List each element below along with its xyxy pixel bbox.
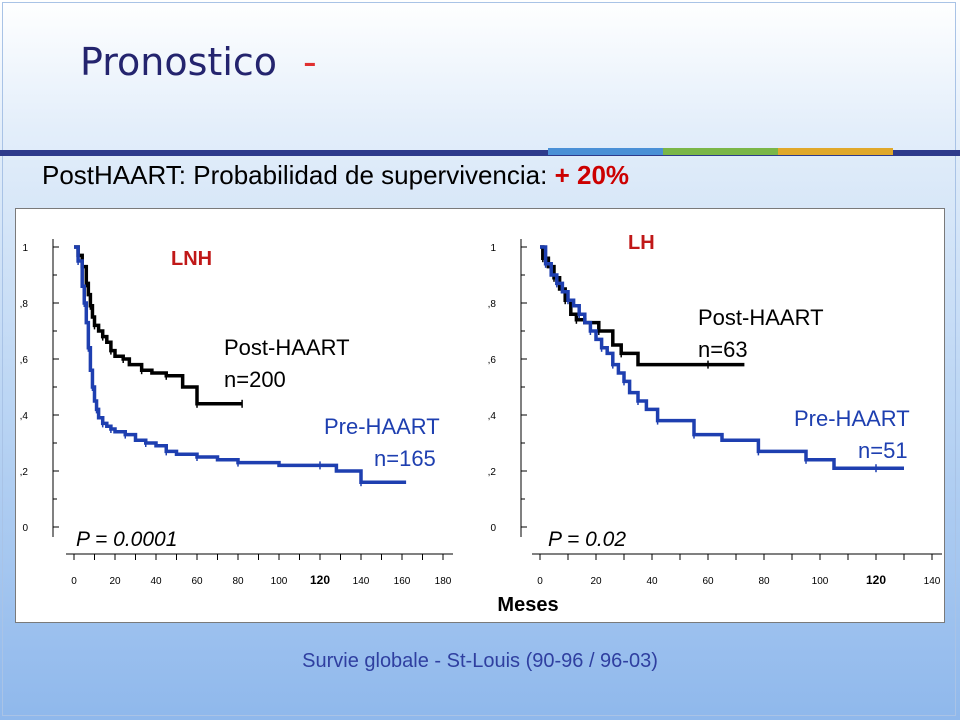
accent-bar-green [663, 148, 778, 155]
x-tick-label: 140 [353, 576, 370, 587]
y-tick-label: 1 [490, 243, 496, 254]
title-rule [0, 150, 960, 156]
series-label: n=51 [858, 438, 908, 463]
chart-lnh: 0 ,2 ,4 ,6 ,8 1 0 20 40 60 80 100 120 140 160 180 Post-H… [20, 239, 453, 587]
accent-bar-gold [778, 148, 893, 155]
x-tick-label: 40 [646, 576, 658, 587]
x-tick-label: 80 [232, 576, 244, 587]
x-tick-label: 120 [866, 573, 886, 587]
x-tick-label: 20 [590, 576, 602, 587]
y-tick-label: ,4 [488, 411, 497, 422]
chart-lh: 0 ,2 ,4 ,6 ,8 1 0 20 40 60 80 100 120 140 Post-HAART n=… [488, 232, 942, 587]
x-tick-label: 120 [310, 573, 330, 587]
chart-panel: 0,2,4,6,8 1 0 20 40 60 80 100 120 140 160 180 Post-H… [15, 208, 945, 623]
y-tick-label: 0 [490, 523, 496, 534]
slide-caption: Survie globale - St-Louis (90-96 / 96-03… [302, 650, 658, 672]
x-tick-label: 80 [758, 576, 770, 587]
series-label: Post-HAART [224, 335, 350, 360]
panel-label: LH [628, 232, 655, 254]
series-label: Pre-HAART [794, 406, 910, 431]
y-tick-label: ,2 [20, 467, 29, 478]
slide-title: Pronostico [80, 40, 278, 84]
y-tick-label: ,4 [20, 411, 29, 422]
x-tick-label: 60 [191, 576, 203, 587]
series-label: n=63 [698, 337, 748, 362]
x-tick-label: 60 [702, 576, 714, 587]
accent-bar-blue [548, 148, 663, 155]
panel-label: LNH [171, 248, 212, 270]
subtitle-highlight: + 20% [554, 160, 630, 190]
slide-subtitle: PostHAART: Probabilidad de supervivencia… [42, 160, 629, 191]
x-tick-label: 0 [537, 576, 543, 587]
x-tick-label: 180 [435, 576, 452, 587]
y-tick-label: ,6 [20, 355, 29, 366]
y-tick-label: ,6 [488, 355, 497, 366]
y-tick-label: ,8 [20, 299, 29, 310]
series-label: n=200 [224, 367, 286, 392]
survival-curve-post-haart [74, 245, 243, 406]
series-label: n=165 [374, 446, 436, 471]
y-tick-label: 0 [22, 523, 28, 534]
x-tick-label: 100 [812, 576, 829, 587]
title-dash: - [303, 40, 317, 84]
survival-curve-pre-haart [74, 245, 407, 484]
y-tick-label: ,2 [488, 467, 497, 478]
x-tick-label: 140 [924, 576, 941, 587]
x-tick-label: 0 [71, 576, 77, 587]
x-tick-label: 160 [394, 576, 411, 587]
y-tick-label: 1 [22, 243, 28, 254]
series-label: Post-HAART [698, 305, 824, 330]
series-label: Pre-HAART [324, 414, 440, 439]
x-tick-label: 100 [271, 576, 288, 587]
x-tick-label: 40 [150, 576, 162, 587]
survival-charts: 0,2,4,6,810 20 40 60 80 100 120 140 160 180Post-H… [20, 232, 942, 616]
subtitle-main: PostHAART: Probabilidad de supervivencia… [42, 160, 555, 190]
x-tick-label: 20 [109, 576, 121, 587]
p-value: P = 0.0001 [76, 528, 177, 551]
y-tick-label: ,8 [488, 299, 497, 310]
p-value: P = 0.02 [548, 528, 626, 551]
x-axis-label: Meses [497, 594, 558, 616]
